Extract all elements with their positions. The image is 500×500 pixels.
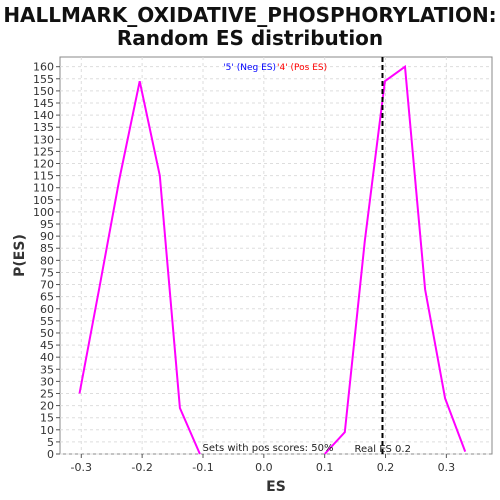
x-tick-label: 0.3 bbox=[438, 461, 456, 474]
legend-neg-es: '5' (Neg ES) bbox=[223, 63, 276, 73]
y-tick-label: 135 bbox=[33, 121, 54, 134]
y-axis-label: P(ES) bbox=[12, 234, 28, 277]
grid bbox=[60, 57, 492, 455]
y-tick-label: 110 bbox=[33, 182, 54, 195]
y-tick-label: 80 bbox=[40, 254, 54, 267]
x-tick-label: -0.3 bbox=[71, 461, 92, 474]
chart-title-line1: HALLMARK_OXIDATIVE_PHOSPHORYLATION: bbox=[3, 3, 497, 27]
y-tick-label: 0 bbox=[47, 448, 54, 461]
y-tick-label: 85 bbox=[40, 242, 54, 255]
y-tick-label: 70 bbox=[40, 279, 54, 292]
y-tick-label: 45 bbox=[40, 339, 54, 352]
x-tick-label: 0.1 bbox=[316, 461, 334, 474]
es-series-line-1 bbox=[78, 80, 201, 455]
y-tick-label: 50 bbox=[40, 327, 54, 340]
x-tick-label: 0.0 bbox=[255, 461, 273, 474]
y-tick-label: 65 bbox=[40, 291, 54, 304]
x-tick-label: -0.2 bbox=[131, 461, 152, 474]
y-tick-label: 55 bbox=[40, 315, 54, 328]
plot-area bbox=[59, 56, 493, 455]
y-tick-label: 100 bbox=[33, 206, 54, 219]
real-es-label: Real ES 0.2 bbox=[354, 444, 410, 455]
y-tick-label: 120 bbox=[33, 158, 54, 171]
y-tick-label: 95 bbox=[40, 218, 54, 231]
y-tick-label: 130 bbox=[33, 133, 54, 146]
y-tick-label: 90 bbox=[40, 230, 54, 243]
y-tick-label: 150 bbox=[33, 85, 54, 98]
y-tick-label: 60 bbox=[40, 303, 54, 316]
y-tick-label: 155 bbox=[33, 73, 54, 86]
y-tick-label: 25 bbox=[40, 387, 54, 400]
x-tick-label: -0.1 bbox=[192, 461, 213, 474]
y-tick-label: 140 bbox=[33, 109, 54, 122]
y-tick-label: 160 bbox=[33, 61, 54, 74]
y-tick-label: 20 bbox=[40, 400, 54, 413]
y-tick-label: 145 bbox=[33, 97, 54, 110]
y-tick-label: 115 bbox=[33, 170, 54, 183]
y-tick-label: 125 bbox=[33, 145, 54, 158]
y-tick-label: 75 bbox=[40, 266, 54, 279]
legend-pos-es: '4' (Pos ES) bbox=[277, 63, 327, 73]
y-tick-label: 35 bbox=[40, 363, 54, 376]
y-tick-label: 5 bbox=[47, 436, 54, 449]
y-tick-label: 105 bbox=[33, 194, 54, 207]
pos-scores-annotation: Sets with pos scores: 50% bbox=[203, 443, 334, 454]
y-tick-label: 40 bbox=[40, 351, 54, 364]
y-tick-label: 30 bbox=[40, 375, 54, 388]
x-axis-label: ES bbox=[266, 479, 286, 495]
es-series-line-2 bbox=[323, 64, 467, 455]
axes: 0510152025303540455055606570758085909510… bbox=[33, 61, 455, 474]
y-tick-label: 15 bbox=[40, 412, 54, 425]
x-tick-label: 0.2 bbox=[377, 461, 395, 474]
chart-title-line2: Random ES distribution bbox=[116, 26, 384, 50]
series-lines bbox=[78, 64, 467, 455]
y-tick-label: 10 bbox=[40, 424, 54, 437]
